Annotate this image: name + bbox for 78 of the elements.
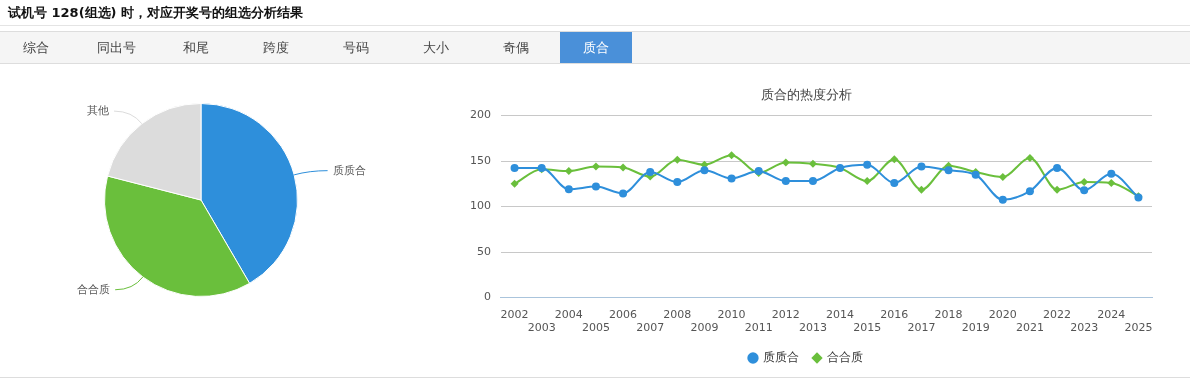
x-tick-label: 2011 <box>744 321 773 335</box>
y-tick-label: 150 <box>470 153 491 167</box>
point <box>510 163 519 172</box>
point <box>1025 187 1034 196</box>
x-tick-label: 2006 <box>609 308 638 322</box>
x-tick-label: 2008 <box>663 308 692 322</box>
point <box>727 151 736 160</box>
y-tick-label: 50 <box>477 244 491 258</box>
x-tick-label: 2024 <box>1097 308 1126 322</box>
point <box>890 178 899 187</box>
x-tick-label: 2019 <box>961 321 990 335</box>
point <box>781 158 790 167</box>
chart-title: 质合的热度分析 <box>760 87 852 103</box>
point <box>944 166 953 175</box>
legend-label: 质质合 <box>763 350 799 365</box>
point <box>1080 178 1089 187</box>
x-tick-label: 2018 <box>934 308 963 322</box>
point <box>1080 186 1089 195</box>
point <box>1025 153 1034 162</box>
x-tick-label: 2013 <box>798 321 827 335</box>
point <box>808 159 817 168</box>
slice-label: 合合质 <box>77 282 111 296</box>
x-tick-label: 2020 <box>988 308 1017 322</box>
point <box>591 182 600 191</box>
point <box>646 168 655 177</box>
x-tick-label: 2002 <box>500 308 529 322</box>
x-tick-label: 2021 <box>1015 321 1044 335</box>
point <box>673 155 682 164</box>
slice-label: 质质合 <box>332 163 366 177</box>
text: 同出号 <box>95 39 137 57</box>
point <box>917 162 926 171</box>
x-tick-label: 2022 <box>1043 308 1072 322</box>
point <box>781 177 790 186</box>
y-tick-label: 100 <box>470 199 491 213</box>
x-tick-label: 2007 <box>636 321 665 335</box>
text: 跨度 <box>262 39 290 57</box>
point <box>564 185 573 194</box>
point <box>998 195 1007 204</box>
point <box>510 179 519 188</box>
text: 奇偶 <box>502 39 530 57</box>
y-tick-label: 200 <box>470 108 491 122</box>
point <box>591 162 600 171</box>
point <box>890 155 899 164</box>
point <box>808 177 817 186</box>
text: 和尾 <box>182 39 210 57</box>
x-tick-label: 2015 <box>853 321 882 335</box>
point <box>1107 178 1116 187</box>
point <box>863 160 872 169</box>
point <box>1053 185 1062 194</box>
y-tick-label: 0 <box>484 290 491 304</box>
x-tick-label: 2017 <box>907 321 936 335</box>
point <box>863 177 872 186</box>
x-tick-label: 2003 <box>527 321 556 335</box>
point <box>673 178 682 187</box>
x-tick-label: 2023 <box>1070 321 1099 335</box>
text: 质合 <box>560 32 632 63</box>
point <box>619 163 628 172</box>
x-tick-label: 2004 <box>554 308 583 322</box>
x-tick-label: 2010 <box>717 308 746 322</box>
text: 试机号 128(组选) 时，对应开奖号的组选分析结果 <box>0 0 1190 26</box>
text: 综合 <box>22 39 50 57</box>
text: 号码 <box>342 39 370 57</box>
slice-label: 其他 <box>87 103 110 117</box>
x-tick-label: 2025 <box>1124 321 1153 335</box>
point <box>1053 163 1062 172</box>
point <box>727 174 736 183</box>
point <box>998 173 1007 182</box>
point <box>917 185 926 194</box>
x-tick-label: 2014 <box>826 308 855 322</box>
text: 大小 <box>422 39 450 57</box>
point <box>700 166 709 175</box>
x-tick-label: 2005 <box>581 321 610 335</box>
x-tick-label: 2016 <box>880 308 909 322</box>
x-tick-label: 2009 <box>690 321 719 335</box>
legend-label: 合合质 <box>827 350 863 365</box>
x-tick-label: 2012 <box>771 308 800 322</box>
point <box>619 189 628 198</box>
point <box>1107 169 1116 178</box>
